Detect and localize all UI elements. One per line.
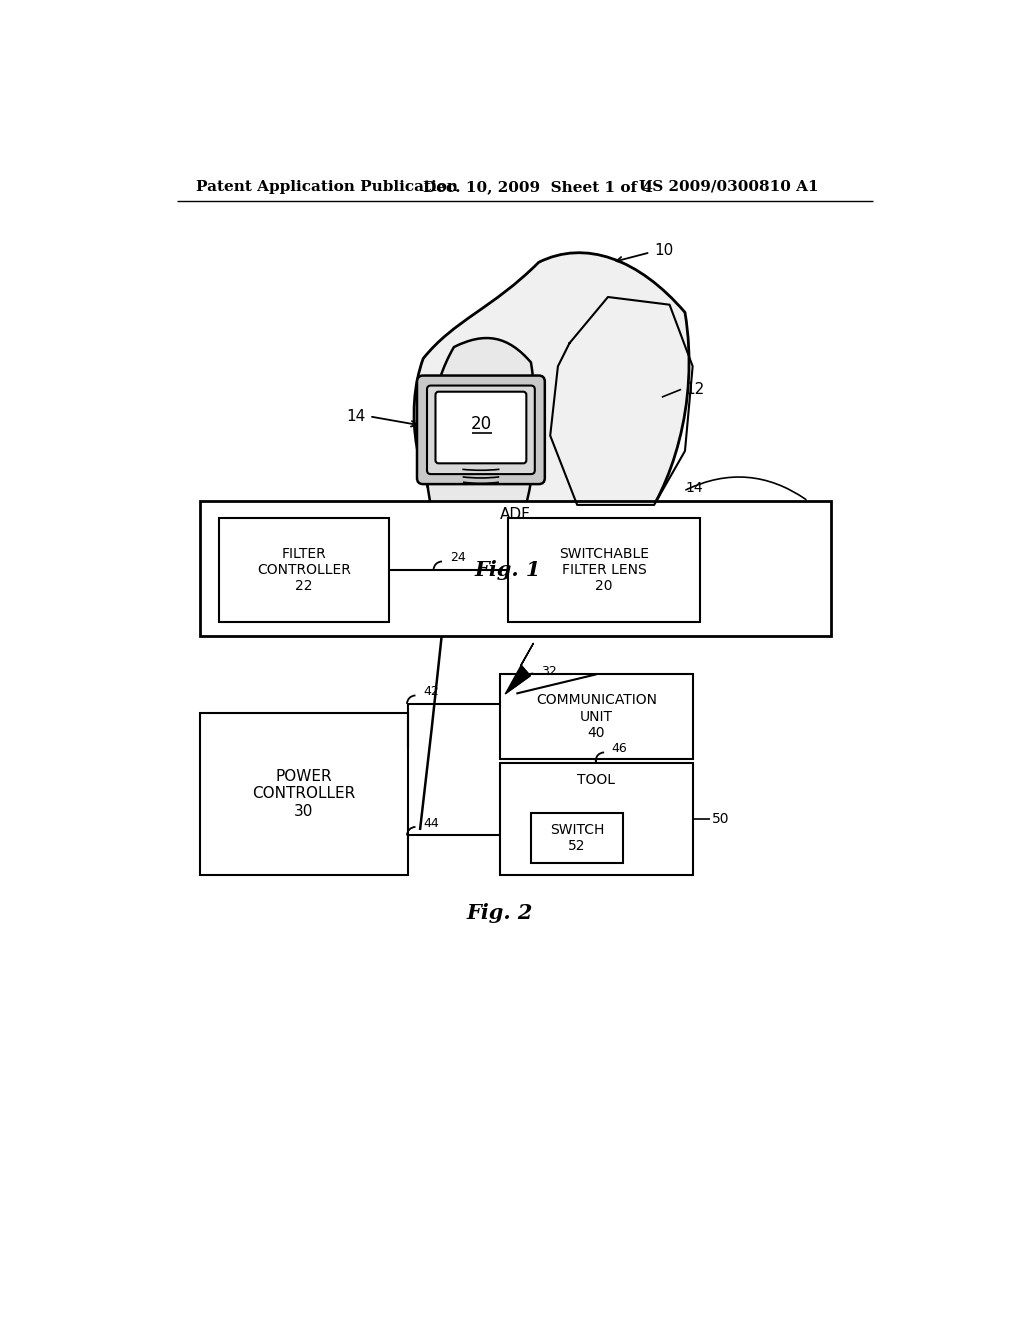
Text: 14: 14	[685, 480, 702, 495]
Text: COMMUNICATION
UNIT
40: COMMUNICATION UNIT 40	[536, 693, 657, 739]
Text: 12: 12	[685, 381, 705, 397]
Bar	[508, 517, 700, 622]
Text: 50: 50	[712, 812, 729, 826]
Text: FILTER
CONTROLLER
22: FILTER CONTROLLER 22	[257, 546, 351, 593]
Text: 32: 32	[541, 665, 557, 678]
Text: Dec. 10, 2009  Sheet 1 of 4: Dec. 10, 2009 Sheet 1 of 4	[423, 180, 653, 194]
Text: Patent Application Publication: Patent Application Publication	[196, 180, 458, 194]
Text: 42: 42	[423, 685, 439, 698]
Text: 44: 44	[423, 817, 439, 829]
Bar	[219, 517, 388, 622]
PathPatch shape	[414, 252, 689, 550]
Text: 20: 20	[470, 414, 492, 433]
FancyBboxPatch shape	[417, 376, 545, 484]
Bar	[200, 713, 408, 875]
FancyBboxPatch shape	[435, 392, 526, 463]
Bar	[200, 502, 831, 636]
PathPatch shape	[426, 338, 536, 544]
Text: TOOL: TOOL	[578, 772, 615, 787]
Bar	[500, 763, 692, 875]
Text: Fig. 2: Fig. 2	[467, 903, 534, 923]
Bar	[500, 675, 692, 759]
Text: 10: 10	[654, 243, 674, 259]
Text: 46: 46	[611, 742, 628, 755]
Text: SWITCHABLE
FILTER LENS
20: SWITCHABLE FILTER LENS 20	[559, 546, 649, 593]
Text: 14: 14	[346, 409, 366, 424]
Text: ADF: ADF	[500, 507, 531, 523]
Bar	[531, 813, 624, 863]
Text: US 2009/0300810 A1: US 2009/0300810 A1	[639, 180, 818, 194]
Text: Fig. 1: Fig. 1	[475, 561, 541, 581]
Text: 24: 24	[450, 552, 466, 564]
Text: SWITCH
52: SWITCH 52	[550, 822, 604, 853]
Polygon shape	[506, 644, 534, 693]
FancyBboxPatch shape	[427, 385, 535, 474]
Text: POWER
CONTROLLER
30: POWER CONTROLLER 30	[252, 768, 355, 818]
